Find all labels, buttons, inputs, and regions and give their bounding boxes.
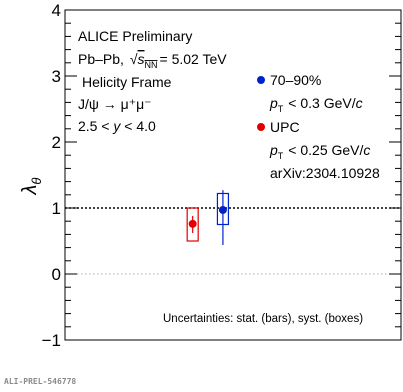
legend-marker-upc — [257, 123, 265, 131]
y-axis: −1 0 1 2 3 4 — [42, 1, 401, 350]
experiment-label: ALICE Preliminary — [78, 28, 192, 44]
pt-cut-upc: pT < 0.25 GeV/c — [269, 142, 370, 161]
y-tick-label: −1 — [42, 331, 61, 350]
rapidity-label: 2.5 < y < 4.0 — [78, 118, 156, 134]
system-label: Pb–Pb, √sNN = 5.02 TeV — [78, 51, 227, 70]
data-point-upc — [188, 219, 197, 228]
decay-label: J/ψ → μ⁺μ⁻ — [78, 96, 152, 112]
reference-lines — [65, 207, 401, 275]
sqrt-sub: NN — [145, 60, 158, 70]
energy-label: = 5.02 TeV — [160, 51, 228, 67]
legend-marker-70-90 — [257, 76, 265, 84]
plot-frame — [64, 9, 402, 341]
y-tick-label: 1 — [52, 199, 61, 218]
syst-box-upc — [186, 207, 199, 242]
legend-label-70-90: 70–90% — [270, 72, 321, 88]
data-points — [186, 190, 230, 245]
reference-label: arXiv:2304.10928 — [270, 165, 380, 181]
frame-label: Helicity Frame — [82, 74, 172, 90]
y-tick-label: 3 — [52, 67, 61, 86]
pt-cut-70-90: pT < 0.3 GeV/c — [269, 95, 363, 114]
data-point-70-90 — [218, 205, 227, 214]
y-axis-title: λθ — [19, 178, 44, 196]
y-tick-label: 4 — [52, 1, 61, 20]
y-tick-label: 2 — [52, 133, 61, 152]
sqrt-s: s — [138, 51, 145, 67]
legend-label-upc: UPC — [270, 119, 300, 135]
y-tick-label: 0 — [52, 265, 61, 284]
uncertainties-note: Uncertainties: stat. (bars), syst. (boxe… — [163, 313, 363, 325]
system-prefix: Pb–Pb, — [78, 51, 124, 67]
footer-id: ALI-PREL-546778 — [4, 377, 76, 386]
